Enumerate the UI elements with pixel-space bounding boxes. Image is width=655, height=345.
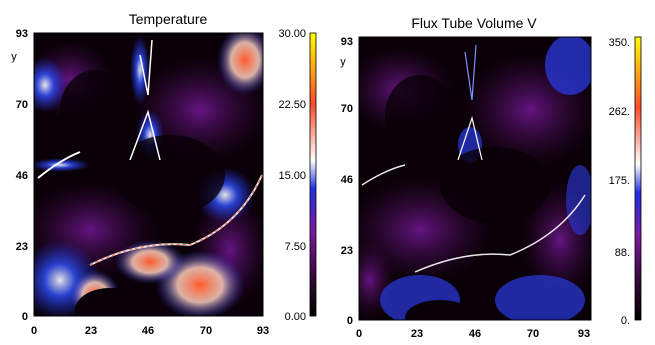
panel-title: Flux Tube Volume V [411,15,537,31]
y-tick-label: 46 [341,174,353,186]
x-tick-label: 70 [200,325,212,337]
y-tick-label: 70 [341,103,353,115]
y-tick-label: 23 [341,245,353,257]
heatmap-field [34,33,263,316]
plot-frame [358,36,592,321]
x-tick-label: 0 [356,328,362,340]
y-tick-label: 46 [16,170,28,182]
colorbar: 30.00 22.50 15.00 7.50 0.00 [278,28,317,323]
y-axis-label: y [340,56,346,68]
y-axis: 0 23 46 70 93 [16,28,28,323]
colorbar-tick-label: 0.00 [285,311,306,323]
colorbar-gradient [309,32,317,317]
plot-frame [33,32,264,317]
heatmap-field [359,37,591,320]
panel-title: Temperature [129,11,208,27]
x-axis: 0 23 46 70 93 [31,325,269,337]
colorbar-tick-label: 30.00 [278,28,306,40]
colorbar-tick-label: 22.50 [278,99,306,111]
y-tick-label: 0 [22,311,28,323]
colorbar-tick-label: 7.50 [285,241,306,253]
colorbar: 350. 262. 175. 88. 0. [609,36,642,327]
x-tick-label: 0 [31,325,37,337]
x-tick-label: 93 [578,328,590,340]
y-tick-label: 93 [341,36,353,48]
y-axis: 0 23 46 70 93 [341,36,353,327]
y-tick-label: 70 [16,99,28,111]
panel-temperature: Temperature y [11,11,317,337]
y-axis-label: y [11,51,17,63]
colorbar-tick-label: 15.00 [278,170,306,182]
colorbar-tick-label: 350. [609,37,630,49]
x-tick-label: 23 [85,325,97,337]
x-tick-label: 70 [527,328,539,340]
y-tick-label: 93 [16,28,28,40]
x-axis: 0 23 46 70 93 [356,328,590,340]
colorbar-tick-label: 88. [615,247,630,259]
x-tick-label: 46 [469,328,481,340]
y-tick-label: 23 [16,241,28,253]
y-tick-label: 0 [347,315,353,327]
colorbar-tick-label: 175. [609,175,630,187]
colorbar-tick-label: 0. [621,315,630,327]
colorbar-gradient [634,36,642,321]
x-tick-label: 23 [411,328,423,340]
colorbar-tick-label: 262. [609,106,630,118]
panel-flux-tube-volume: Flux Tube Volume V y [340,15,642,340]
x-tick-label: 93 [257,325,269,337]
x-tick-label: 46 [142,325,154,337]
